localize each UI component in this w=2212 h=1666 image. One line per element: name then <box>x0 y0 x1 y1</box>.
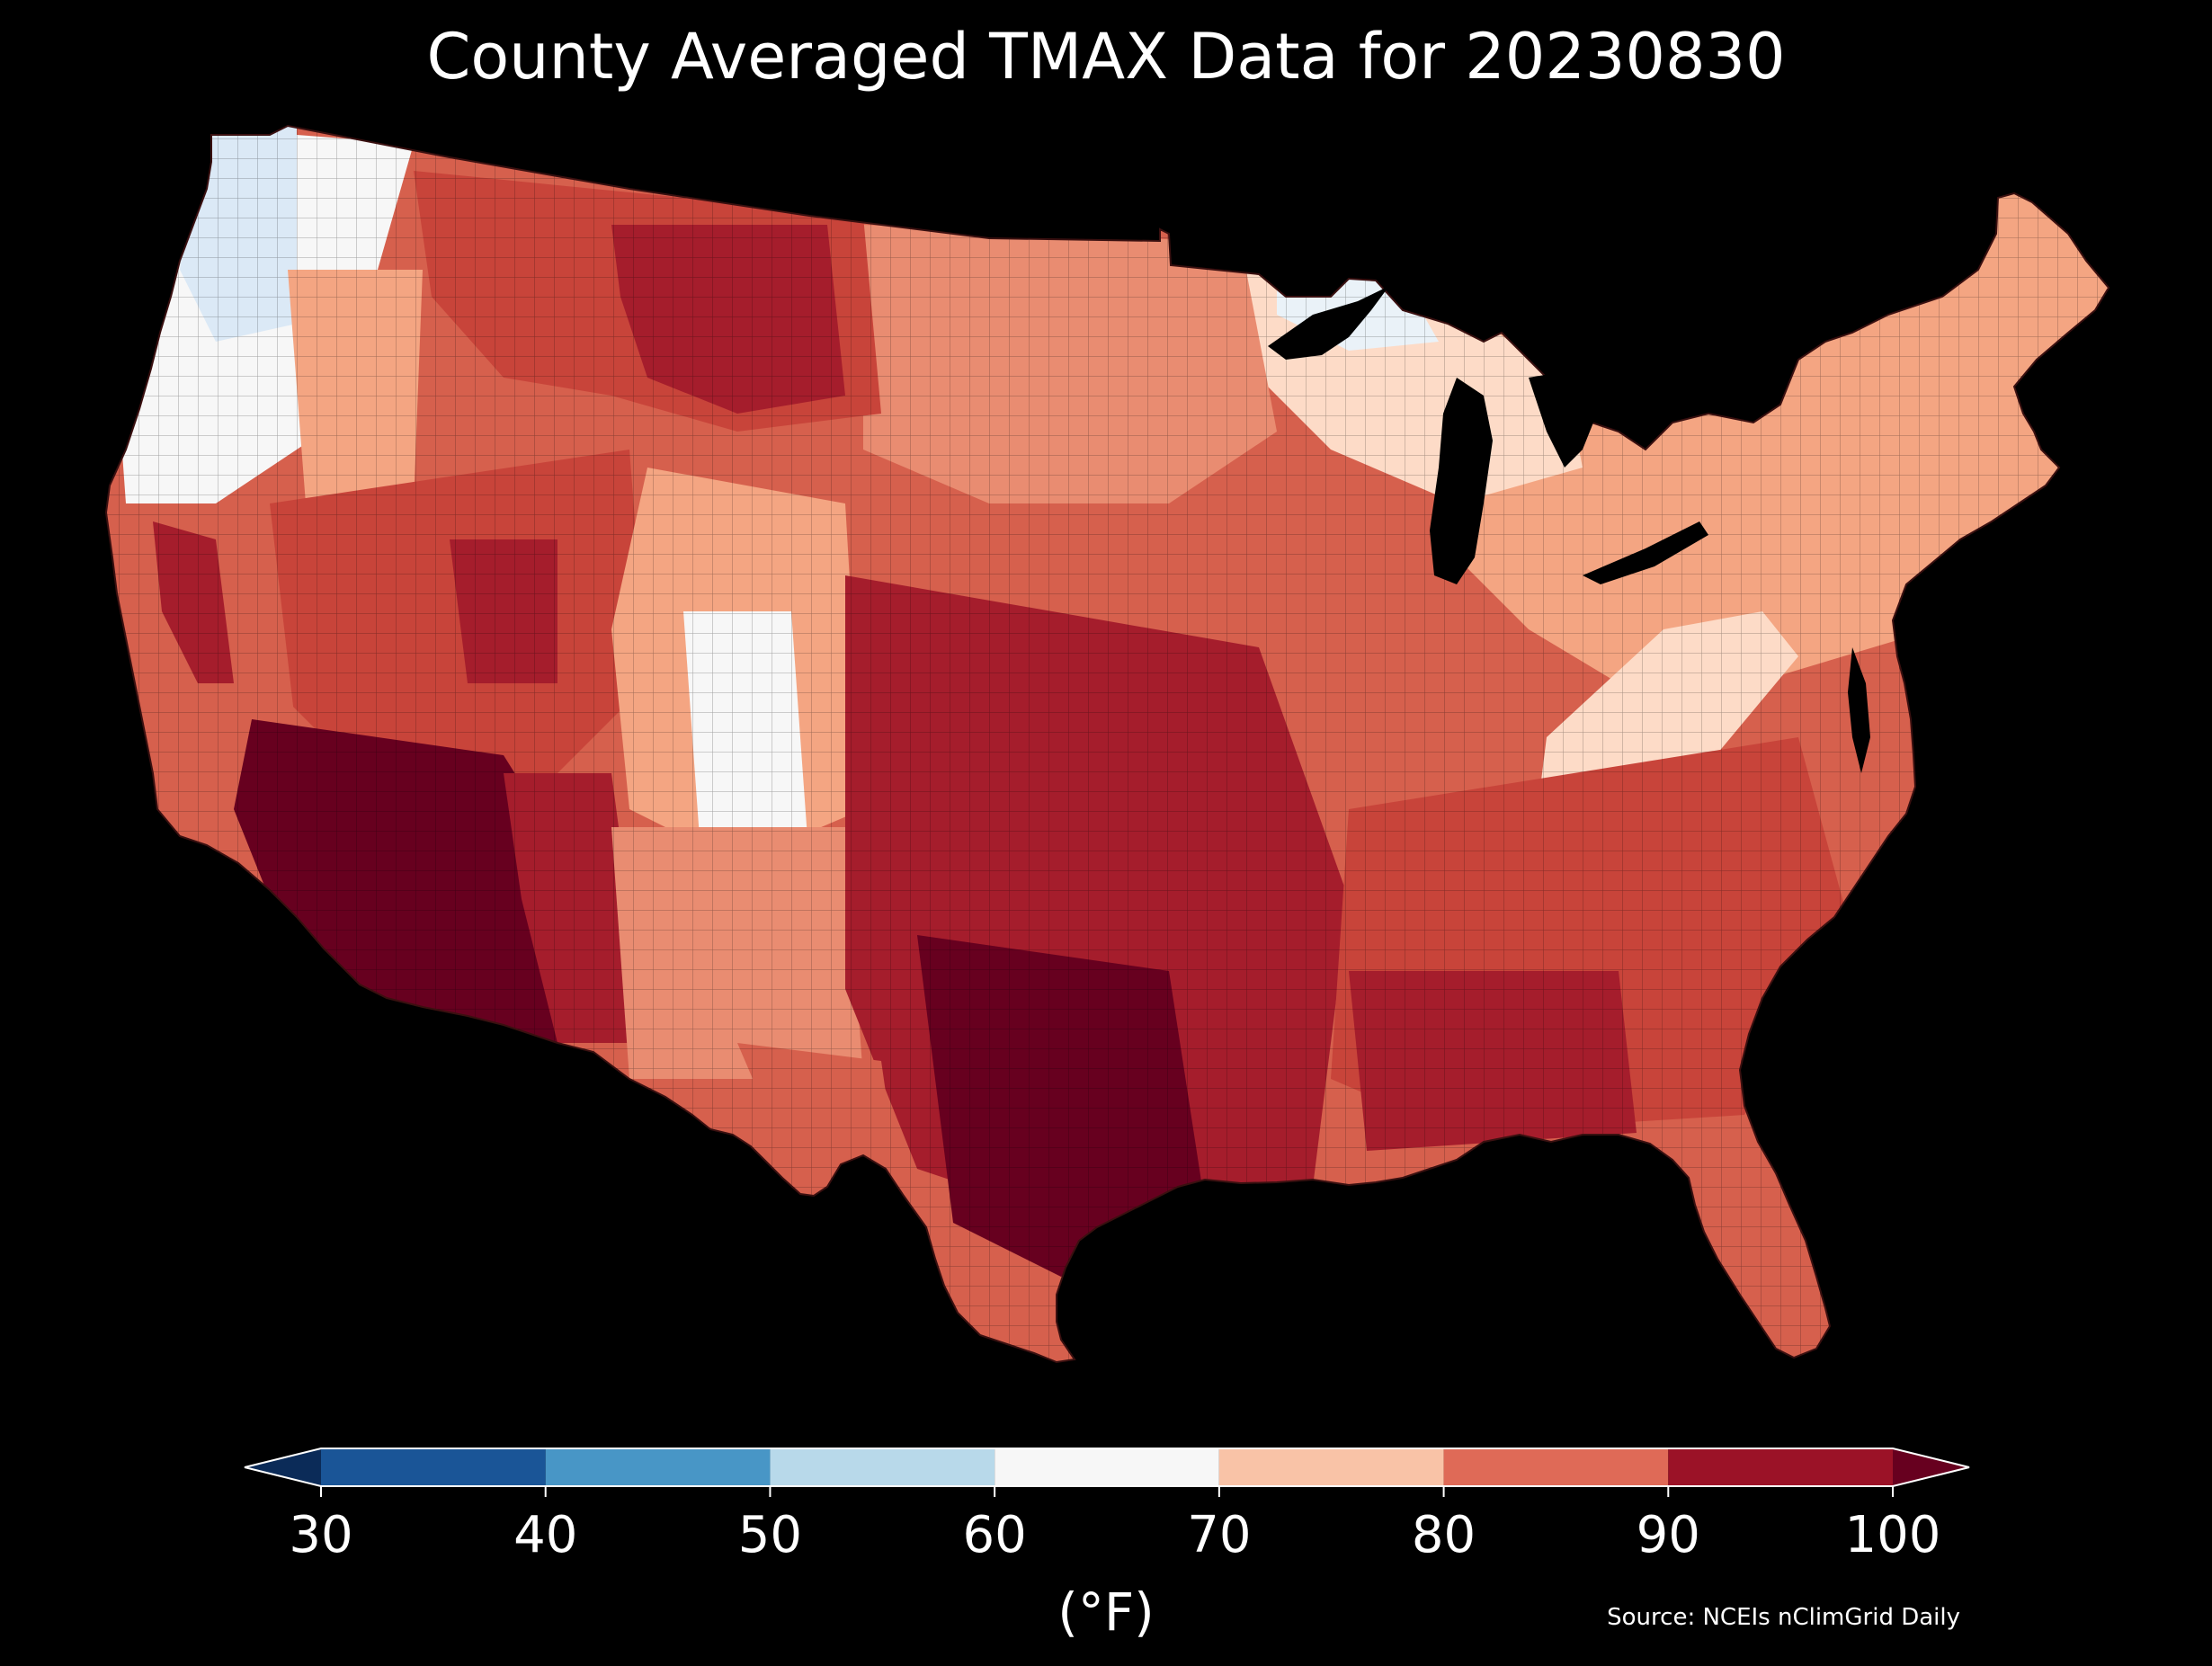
colorbar-bin-3 <box>995 1448 1219 1486</box>
source-credit: Source: NCEIs nClimGrid Daily <box>1607 1604 1960 1631</box>
colorbar-bin-4 <box>1218 1448 1444 1486</box>
colorbar-tick-label: 30 <box>289 1506 353 1564</box>
colorbar-tick-label: 100 <box>1844 1506 1941 1564</box>
colorbar-tick-label: 90 <box>1636 1506 1700 1564</box>
colorbar-bin-2 <box>770 1448 995 1486</box>
colorbar-bin-5 <box>1443 1448 1669 1486</box>
colorbar-over-arrow <box>1893 1448 1969 1486</box>
lake-superior <box>1268 286 1389 360</box>
colorbar-under-arrow <box>245 1448 321 1486</box>
colorbar-bin-1 <box>545 1448 771 1486</box>
lake-huron <box>1529 369 1601 468</box>
colorbar-tick-label: 50 <box>737 1506 803 1564</box>
colorbar-tick-label: 80 <box>1411 1506 1476 1564</box>
lake-erie <box>1583 521 1708 584</box>
colorbar-bin-6 <box>1668 1448 1893 1486</box>
lake-michigan <box>1430 378 1493 584</box>
us-outline <box>104 124 2110 1364</box>
colorbar-bin-0 <box>321 1448 546 1486</box>
chesapeake-bay <box>1848 647 1870 773</box>
colorbar-tick-label: 70 <box>1187 1506 1252 1564</box>
colorbar-unit-label: (°F) <box>1057 1581 1155 1643</box>
colorbar <box>244 1448 1970 1497</box>
map-title: County Averaged TMAX Data for 20230830 <box>426 20 1786 94</box>
colorbar-tick-label: 40 <box>513 1506 578 1564</box>
colorbar-tick-label: 60 <box>962 1506 1027 1564</box>
